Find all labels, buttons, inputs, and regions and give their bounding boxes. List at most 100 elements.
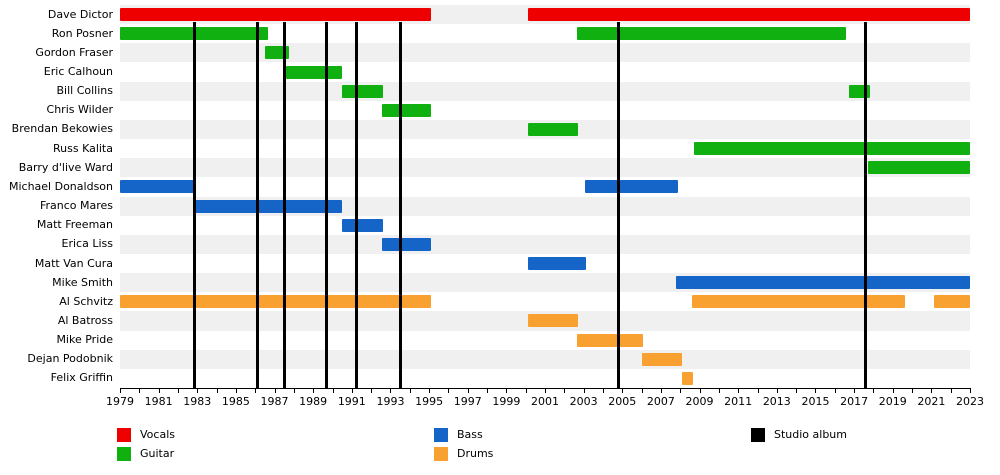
member-bar-drums (641, 352, 683, 366)
axis-tick (583, 388, 585, 393)
member-bar-bass (676, 276, 970, 290)
member-label: Brendan Bekowies (11, 122, 113, 136)
year-label: 1987 (260, 395, 289, 408)
legend-label: Vocals (140, 428, 175, 441)
row-stripe (120, 43, 970, 63)
axis-tick (545, 388, 546, 393)
member-bar-drums (934, 295, 970, 309)
row-stripe (120, 368, 970, 388)
axis-tick (429, 388, 431, 393)
axis-tick (390, 388, 392, 393)
axis-tick (255, 388, 257, 393)
axis-tick (931, 388, 933, 393)
member-bar-guitar (342, 84, 383, 98)
member-bar-bass (527, 257, 586, 271)
year-label: 1997 (453, 395, 482, 408)
member-bar-bass (194, 199, 343, 213)
legend-label: Guitar (140, 447, 175, 460)
axis-tick (738, 388, 740, 393)
year-label: 2005 (608, 395, 637, 408)
member-bar-drums (682, 371, 693, 385)
axis-tick (950, 388, 952, 393)
axis-tick (602, 388, 604, 393)
member-bar-vocals (120, 8, 432, 22)
axis-tick (487, 388, 489, 393)
member-bar-vocals (527, 8, 970, 22)
row-stripe (120, 330, 970, 350)
year-label: 1985 (221, 395, 250, 408)
legend-swatch-guitar (117, 447, 131, 461)
axis-tick (834, 388, 836, 393)
row-stripe (120, 158, 970, 178)
member-label: Eric Calhoun (43, 65, 113, 79)
member-label: Dejan Podobnik (27, 352, 113, 366)
member-bar-drums (576, 333, 643, 347)
axis-tick (139, 388, 141, 393)
year-label: 1999 (492, 395, 521, 408)
legend-swatch-vocals (117, 428, 131, 442)
member-label: Dave Dictor (47, 7, 113, 21)
year-label: 1993 (376, 395, 405, 408)
year-label: 1989 (299, 395, 328, 408)
studio-album-line (325, 22, 329, 388)
member-label: Gordon Fraser (35, 45, 113, 59)
axis-tick (757, 388, 759, 393)
studio-album-line (864, 22, 868, 388)
member-bar-bass (342, 218, 383, 232)
axis-tick (120, 388, 121, 393)
member-bar-drums (527, 314, 578, 328)
row-stripe (120, 100, 970, 120)
axis-tick (448, 388, 450, 393)
axis-tick (313, 388, 315, 393)
legend-swatch-studio_album (751, 428, 765, 442)
legend-label: Drums (457, 447, 494, 460)
row-stripe (120, 81, 970, 101)
axis-tick (718, 388, 720, 393)
axis-tick (235, 388, 237, 393)
member-label: Bill Collins (56, 84, 114, 98)
legend-swatch-bass (434, 428, 448, 442)
axis-tick (216, 388, 218, 393)
year-label: 1981 (144, 395, 173, 408)
axis-tick (525, 388, 527, 393)
member-bar-guitar (576, 27, 847, 41)
year-label: 2011 (724, 395, 753, 408)
axis-tick (641, 388, 643, 393)
axis-tick (892, 388, 894, 393)
legend-swatch-drums (434, 447, 448, 461)
member-label: Franco Mares (39, 199, 113, 213)
axis-tick (371, 388, 373, 393)
year-label: 2013 (762, 395, 791, 408)
axis-tick (912, 388, 914, 393)
member-label: Mike Smith (52, 275, 113, 289)
studio-album-line (355, 22, 359, 388)
axis-tick (506, 388, 508, 393)
axis-tick (970, 388, 971, 393)
year-label: 2015 (801, 395, 830, 408)
year-label: 2023 (956, 395, 984, 408)
year-label: 2017 (840, 395, 869, 408)
studio-album-line (255, 22, 259, 388)
axis-tick (660, 388, 662, 393)
studio-album-line (398, 22, 402, 388)
year-label: 2007 (646, 395, 675, 408)
axis-tick (177, 388, 179, 393)
year-label: 2019 (878, 395, 907, 408)
member-bar-drums (120, 295, 432, 309)
axis-tick (274, 388, 276, 393)
row-stripe (120, 234, 970, 254)
member-label: Matt Van Cura (34, 256, 113, 270)
axis-tick (351, 388, 353, 393)
axis-tick (622, 388, 624, 393)
row-stripe (120, 62, 970, 82)
year-label: 2001 (531, 395, 559, 408)
year-label: 2009 (685, 395, 714, 408)
member-label: Erica Liss (61, 237, 113, 251)
studio-album-line (282, 22, 286, 388)
member-label: Mike Pride (56, 333, 113, 347)
row-stripe (120, 349, 970, 369)
member-label: Matt Freeman (36, 218, 113, 232)
year-label: 1979 (106, 395, 134, 408)
